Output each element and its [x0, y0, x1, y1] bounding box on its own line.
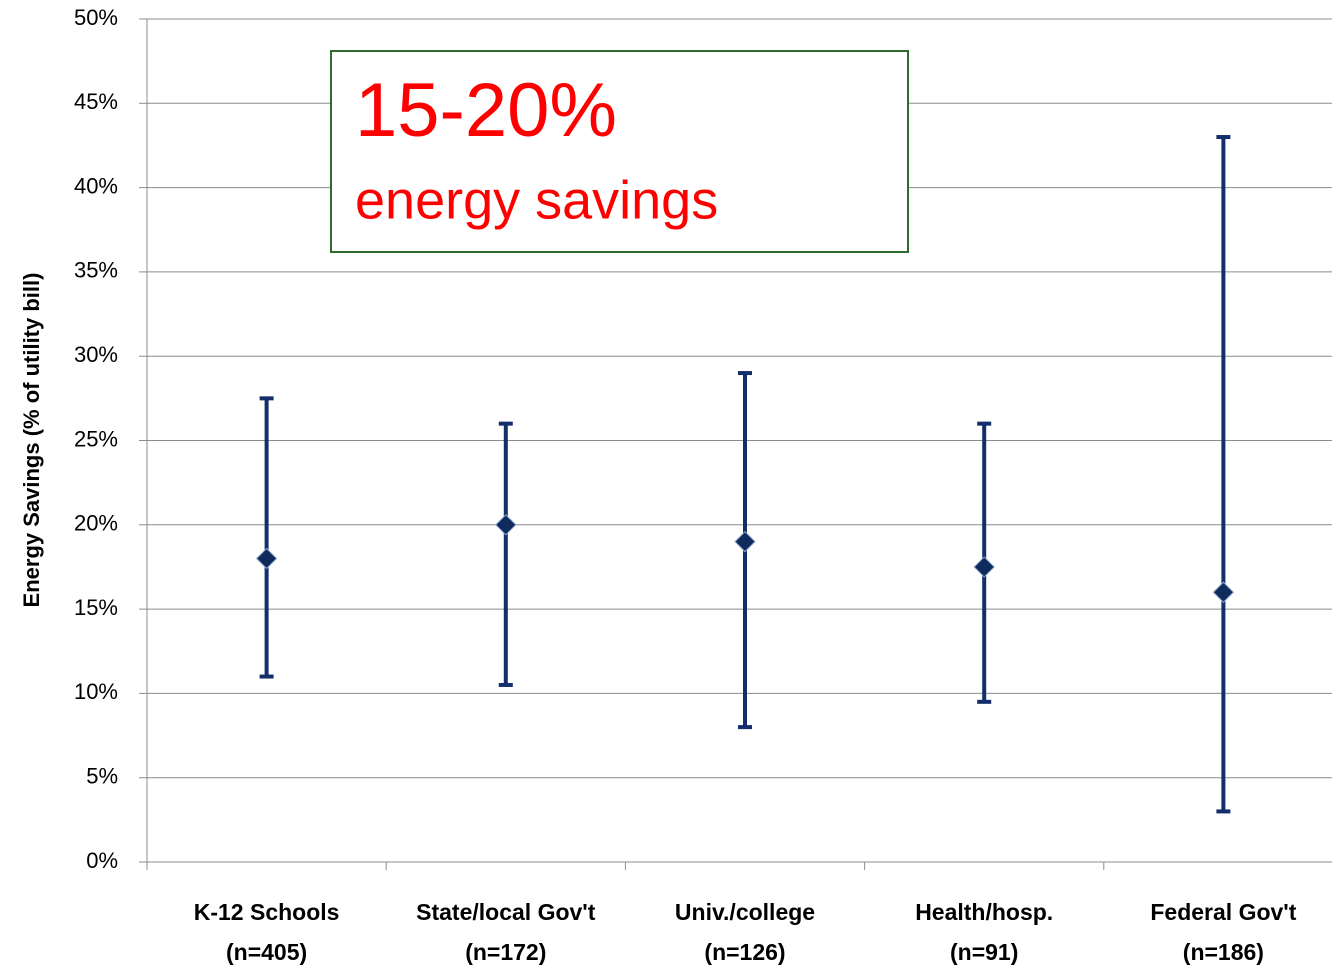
y-tick-label: 5% — [86, 764, 118, 789]
x-tick-label: (n=186) — [1183, 939, 1264, 965]
y-tick-label: 30% — [74, 342, 118, 367]
y-tick-label: 10% — [74, 679, 118, 704]
marker — [1212, 581, 1235, 603]
x-tick-label: (n=172) — [465, 939, 546, 965]
x-tick-label: K-12 Schools — [194, 899, 340, 925]
y-tick-label: 20% — [74, 511, 118, 536]
y-tick-label: 50% — [74, 5, 118, 30]
x-tick-label: Univ./college — [675, 899, 815, 925]
x-tick-label: (n=405) — [226, 939, 307, 965]
annotation-subtitle: energy savings — [355, 170, 718, 230]
y-axis-label: Energy Savings (% of utility bill) — [19, 273, 44, 608]
y-tick-label: 40% — [74, 173, 118, 198]
marker — [734, 530, 756, 553]
annotation-box — [330, 50, 909, 253]
x-tick-label: (n=126) — [704, 939, 785, 965]
x-tick-label: State/local Gov't — [416, 899, 596, 925]
y-tick-label: 45% — [74, 89, 118, 114]
x-tick-label: Health/hosp. — [915, 899, 1053, 925]
annotation-title: 15-20% — [355, 68, 617, 153]
x-tick-label: Federal Gov't — [1150, 899, 1296, 925]
marker — [495, 514, 517, 536]
marker — [255, 547, 278, 570]
y-tick-label: 0% — [86, 848, 118, 873]
y-tick-label: 35% — [74, 258, 118, 283]
y-tick-label: 15% — [74, 595, 118, 620]
marker — [973, 556, 995, 578]
x-tick-label: (n=91) — [950, 939, 1018, 965]
y-tick-label: 25% — [74, 426, 118, 451]
